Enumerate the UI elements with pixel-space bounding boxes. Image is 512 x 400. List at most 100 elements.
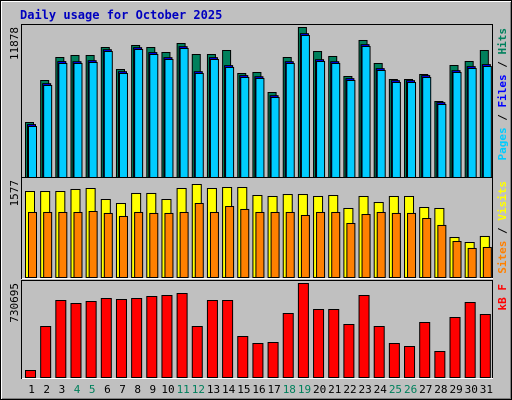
bar [316,211,326,279]
bar [449,317,461,378]
bar [422,218,432,278]
x-tick-label: 29 [449,383,462,396]
x-tick-label: 23 [359,383,372,396]
bar [28,211,37,279]
bar [149,212,159,279]
x-tick-label: 1 [28,383,35,396]
bar [452,241,462,278]
bar [391,81,401,178]
legend: Pages / Files / Hits [496,28,509,161]
bar [437,224,447,279]
bar [194,73,204,178]
bar [179,211,189,279]
x-tick-label: 16 [252,383,265,396]
legend: kB F [496,284,509,311]
bar [285,211,295,279]
bar [328,308,340,378]
chart-title: Daily usage for October 2025 [20,8,222,22]
bar [297,283,309,378]
legend-separator: / [496,108,509,128]
bar [58,63,68,179]
bar [358,294,370,379]
bar [88,211,98,279]
bar [422,76,432,178]
x-tick-label: 21 [328,383,341,396]
bar [88,62,98,179]
y-tick-label: 1577 [8,180,21,207]
bar [452,71,462,178]
bar [131,297,143,378]
x-tick-label: 20 [313,383,326,396]
legend-label: Pages [496,127,509,160]
bar [255,78,265,178]
x-tick-label: 15 [237,383,250,396]
bar [206,300,218,378]
bar [316,60,326,178]
bar [343,324,355,379]
x-tick-label: 5 [89,383,96,396]
bar [255,211,265,279]
bar [149,53,159,178]
legend: Sites / Visits [496,181,509,274]
bar [194,203,204,278]
bar [407,212,417,279]
bar [252,343,264,378]
bar [479,314,491,379]
bar [437,103,447,178]
x-tick-label: 11 [177,383,190,396]
x-tick-label: 27 [419,383,432,396]
bar [115,298,127,378]
x-tick-label: 30 [465,383,478,396]
bar [331,63,341,179]
bar [464,302,476,379]
legend-label: Hits [496,28,509,55]
legend-label: Sites [496,241,509,274]
bar [376,211,386,279]
x-tick-label: 2 [43,383,50,396]
x-tick-label: 4 [74,383,81,396]
bar [134,211,144,279]
bar [118,73,128,178]
bar [346,222,356,279]
bar [388,343,400,378]
legend-label: Files [496,74,509,107]
bar [240,208,250,278]
bar [267,342,279,378]
bar [467,247,477,279]
bar [28,125,37,178]
bar [482,65,492,178]
bar [118,215,128,278]
bar [100,297,112,378]
bar [407,81,417,178]
x-tick-label: 9 [150,383,157,396]
bar [43,85,53,178]
x-tick-label: 13 [207,383,220,396]
bar [419,322,431,378]
bar [285,63,295,179]
bar [103,212,113,279]
x-tick-label: 17 [268,383,281,396]
bar [55,300,67,378]
bar [373,326,385,379]
bar [361,46,371,179]
bar [85,300,97,379]
bar [176,292,188,379]
bar [376,69,386,178]
bar [270,96,280,178]
legend-label: kB F [496,284,509,311]
x-tick-label: 19 [298,383,311,396]
bar [40,326,52,379]
x-tick-label: 28 [434,383,447,396]
bar [270,211,280,279]
bar [300,214,310,278]
bar [346,80,356,178]
y-tick-label: 730695 [8,283,21,323]
bar [73,211,83,279]
bar [467,68,477,178]
bar [240,76,250,178]
bar [225,206,235,278]
bar [361,214,371,279]
x-tick-label: 24 [374,383,388,396]
x-tick-label: 3 [59,383,66,396]
bar [331,211,341,279]
